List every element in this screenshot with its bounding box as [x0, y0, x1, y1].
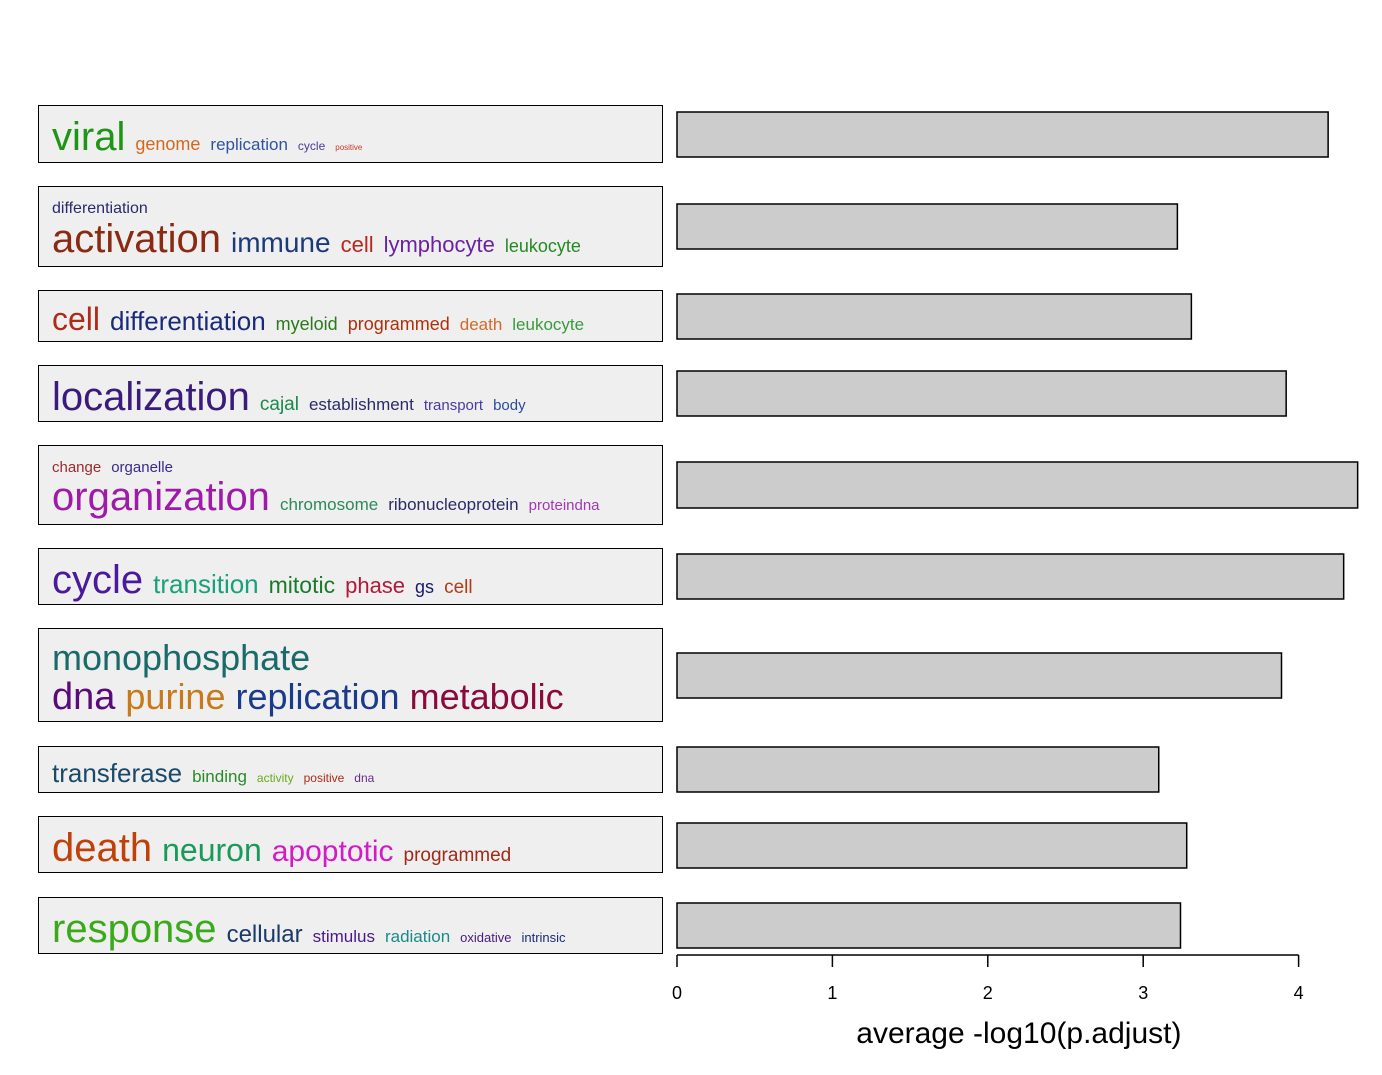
- wordcloud-box: localization cajal establishment transport b…: [38, 365, 663, 422]
- wordcloud-word: transport: [423, 396, 484, 414]
- wordcloud-word: gs: [415, 576, 435, 597]
- wordcloud-word: neuron: [162, 831, 262, 868]
- wordcloud-line: dna purine replication metabolic: [52, 678, 574, 716]
- wordcloud-word: positive: [303, 770, 345, 785]
- wordcloud-line: response cellular stimulus radiation oxidati…: [52, 909, 576, 949]
- wordcloud-word: programmed: [403, 844, 512, 866]
- wordcloud-word: death: [459, 315, 503, 334]
- wordcloud-box: cycle transition mitotic phase gs cell: [38, 548, 663, 605]
- wordcloud-line: localization cajal establishment transport b…: [52, 377, 536, 417]
- bar: [676, 822, 1188, 869]
- wordcloud-line: death neuron apoptotic programmed: [52, 828, 521, 868]
- wordcloud-word: viral: [52, 115, 126, 159]
- x-axis-title: average -log10(p.adjust): [856, 1017, 1181, 1050]
- x-tick-label: 0: [672, 983, 682, 1003]
- wordcloud-line: transferase binding activity positive dna: [52, 760, 384, 786]
- wordcloud-line: organization chromosome ribonucleoprotein p…: [52, 477, 610, 517]
- wordcloud-line: change organelle: [52, 460, 183, 475]
- wordcloud-word: cell: [340, 231, 374, 257]
- wordcloud-box: response cellular stimulus radiation oxidati…: [38, 897, 663, 954]
- wordcloud-word: organization: [52, 474, 270, 519]
- wordcloud-word: cycle: [297, 139, 326, 153]
- bar: [676, 902, 1182, 949]
- wordcloud-word: transferase: [52, 757, 183, 788]
- wordcloud-word: change: [52, 458, 102, 476]
- wordcloud-word: cellular: [226, 920, 303, 948]
- bar: [676, 370, 1287, 417]
- wordcloud-box: transferase binding activity positive dna: [38, 746, 663, 793]
- x-tick-label: 3: [1138, 983, 1148, 1003]
- wordcloud-word: replication: [235, 676, 400, 717]
- wordcloud-word: differentiation: [52, 199, 148, 217]
- wordcloud-word: replication: [210, 135, 288, 154]
- wordcloud-line: cell differentiation myeloid programmed deat…: [52, 303, 594, 335]
- x-tick-label: 1: [827, 983, 837, 1003]
- bar: [676, 203, 1179, 250]
- wordcloud-word: genome: [135, 134, 201, 154]
- wordcloud-word: dna: [52, 676, 116, 718]
- wordcloud-word: stimulus: [312, 926, 375, 946]
- wordcloud-word: activity: [256, 770, 294, 785]
- bar: [676, 111, 1329, 158]
- wordcloud-line: monophosphate: [52, 640, 320, 676]
- wordcloud-line: activation immune cell lymphocyte leukocyte: [52, 219, 591, 259]
- wordcloud-word: chromosome: [279, 494, 379, 514]
- wordcloud-word: response: [52, 906, 217, 951]
- wordcloud-word: myeloid: [275, 314, 338, 334]
- wordcloud-word: programmed: [347, 314, 450, 334]
- bar: [676, 553, 1345, 600]
- wordcloud-word: establishment: [308, 394, 414, 414]
- wordcloud-box: cell differentiation myeloid programmed deat…: [38, 290, 663, 342]
- wordcloud-word: differentiation: [110, 306, 266, 336]
- wordcloud-word: ribonucleoprotein: [388, 494, 519, 514]
- wordcloud-word: leukocyte: [512, 315, 585, 334]
- wordcloud-box: differentiation activation immune cell lymph…: [38, 186, 663, 267]
- wordcloud-word: metabolic: [409, 676, 564, 717]
- bar: [676, 652, 1283, 699]
- wordcloud-word: cell: [444, 576, 473, 598]
- wordcloud-word: phase: [345, 572, 406, 598]
- wordcloud-word: oxidative: [460, 929, 512, 945]
- wordcloud-word: cajal: [259, 393, 299, 415]
- wordcloud-line: cycle transition mitotic phase gs cell: [52, 560, 483, 600]
- wordcloud-word: death: [52, 825, 153, 870]
- wordcloud-word: organelle: [111, 458, 173, 476]
- wordcloud-box: change organelle organization chromosome rib…: [38, 445, 663, 525]
- wordcloud-word: immune: [230, 226, 331, 258]
- wordcloud-word: dna: [354, 770, 375, 785]
- bar: [676, 746, 1160, 793]
- wordcloud-word: mitotic: [268, 571, 336, 598]
- wordcloud-word: lymphocyte: [383, 231, 495, 257]
- x-tick-label: 2: [983, 983, 993, 1003]
- bar: [676, 461, 1359, 509]
- wordcloud-word: radiation: [384, 926, 451, 946]
- wordcloud-word: positive: [335, 143, 363, 152]
- wordcloud-word: intrinsic: [521, 929, 566, 945]
- wordcloud-box: monophosphate dna purine replication metabol…: [38, 628, 663, 722]
- wordcloud-word: body: [493, 396, 526, 414]
- wordcloud-word: localization: [52, 374, 250, 419]
- wordcloud-word: transition: [153, 568, 259, 599]
- wordcloud-word: binding: [192, 766, 247, 786]
- x-tick-label: 4: [1294, 983, 1304, 1003]
- wordcloud-word: proteindna: [528, 496, 600, 514]
- wordcloud-word: activation: [52, 216, 221, 261]
- wordcloud-word: leukocyte: [504, 235, 581, 256]
- wordcloud-box: death neuron apoptotic programmed: [38, 816, 663, 873]
- wordcloud-line: differentiation: [52, 199, 158, 217]
- wordcloud-word: purine: [125, 676, 226, 717]
- wordcloud-word: cell: [52, 301, 101, 337]
- bar: [676, 293, 1193, 340]
- wordcloud-line: viral genome replication cycle positive: [52, 117, 372, 157]
- wordcloud-word: monophosphate: [52, 637, 311, 678]
- wordcloud-box: viral genome replication cycle positive: [38, 105, 663, 163]
- wordcloud-word: apoptotic: [271, 834, 394, 868]
- wordcloud-word: cycle: [52, 557, 144, 602]
